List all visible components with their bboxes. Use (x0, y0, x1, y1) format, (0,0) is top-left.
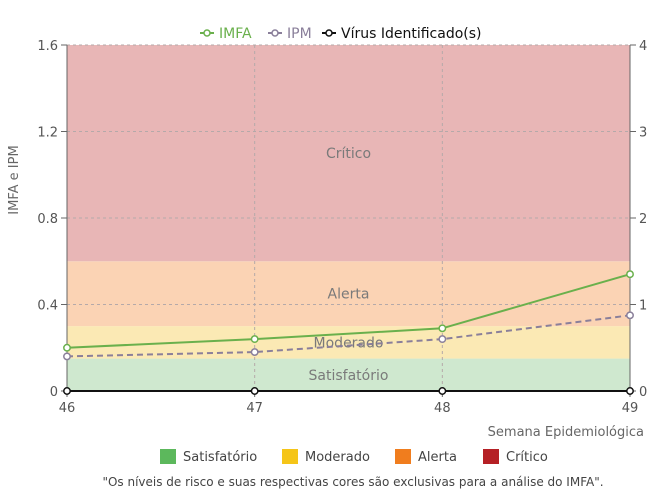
risk-legend-label-1: Moderado (305, 450, 370, 465)
risk-legend-item-0: Satisfatório (160, 449, 257, 465)
band-1 (67, 326, 630, 359)
band-label-1: Moderado (314, 335, 384, 351)
risk-legend-item-1: Moderado (282, 449, 370, 465)
band-0 (67, 358, 630, 391)
series-0-point-1 (250, 335, 259, 344)
series-line-1 (66, 314, 631, 358)
risk-legend-swatch-2 (395, 449, 411, 464)
risk-legend-item-3: Crítico (483, 449, 548, 465)
x-tick-label-0: 46 (59, 401, 76, 416)
series-1-point-0 (63, 352, 71, 361)
y-axis-title: IMFA e IPM (7, 145, 22, 214)
legend-item-1: IPM (268, 26, 312, 42)
legend-swatch-dot-2 (325, 29, 333, 37)
risk-legend: Satisfatório Moderado Alerta Crítico (160, 449, 548, 465)
y-tick-label-2: 0.8 (37, 212, 58, 227)
series-2-point-3 (626, 387, 634, 395)
series-0-point-0 (63, 343, 71, 352)
series-line-0 (66, 273, 631, 349)
series (63, 270, 634, 395)
x-axis-title: Semana Epidemiológica (488, 425, 644, 440)
band-2 (67, 261, 630, 327)
legend-label-1: IPM (287, 26, 312, 42)
y2-tick-label-3: 3 (639, 126, 647, 141)
risk-legend-label-0: Satisfatório (183, 450, 257, 465)
legend-item-2: Vírus Identificado(s) (322, 26, 482, 42)
y-tick-label-4: 1.6 (37, 39, 58, 54)
band-label-2: Alerta (328, 287, 370, 303)
series-0 (63, 270, 634, 352)
series-2 (63, 387, 634, 395)
risk-legend-swatch-1 (282, 449, 298, 464)
risk-note: "Os níveis de risco e suas respectivas c… (102, 475, 603, 489)
series-1-point-3 (626, 311, 634, 320)
series-2-point-1 (250, 387, 259, 395)
band-label-3: Crítico (326, 146, 371, 162)
band-3 (67, 45, 630, 262)
x-tick-label-1: 47 (246, 401, 263, 416)
y2-tick-label-4: 4 (639, 39, 647, 54)
series-1-point-2 (438, 335, 447, 344)
series-2-point-0 (63, 387, 71, 395)
y-tick-label-3: 1.2 (37, 126, 58, 141)
legend-label-2: Vírus Identificado(s) (341, 26, 482, 42)
series-0-point-3 (626, 270, 634, 279)
risk-legend-swatch-0 (160, 449, 176, 464)
series-1-point-1 (250, 348, 259, 357)
legend-item-0: IMFA (200, 26, 252, 42)
x-tick-label-3: 49 (622, 401, 639, 416)
legend-swatch-dot-0 (203, 29, 211, 37)
y2-tick-label-2: 2 (639, 212, 647, 227)
series-2-point-2 (438, 387, 447, 395)
risk-legend-label-2: Alerta (418, 450, 457, 465)
series-1 (63, 311, 634, 361)
x-tick-label-2: 48 (434, 401, 451, 416)
series-0-point-2 (438, 324, 447, 333)
series-legend: IMFA IPM Vírus Identificado(s) (200, 26, 482, 42)
y-tick-label-0: 0 (50, 385, 58, 400)
risk-legend-label-3: Crítico (506, 450, 548, 465)
y-tick-label-1: 0.4 (37, 299, 58, 314)
legend-swatch-dot-1 (271, 29, 279, 37)
risk-legend-swatch-3 (483, 449, 499, 464)
risk-bands: Satisfatório Moderado Alerta Crítico (67, 45, 630, 391)
y2-tick-label-1: 1 (639, 299, 647, 314)
risk-legend-item-2: Alerta (395, 449, 457, 465)
legend-label-0: IMFA (219, 26, 252, 42)
band-label-0: Satisfatório (309, 368, 389, 384)
y2-tick-label-0: 0 (639, 385, 647, 400)
